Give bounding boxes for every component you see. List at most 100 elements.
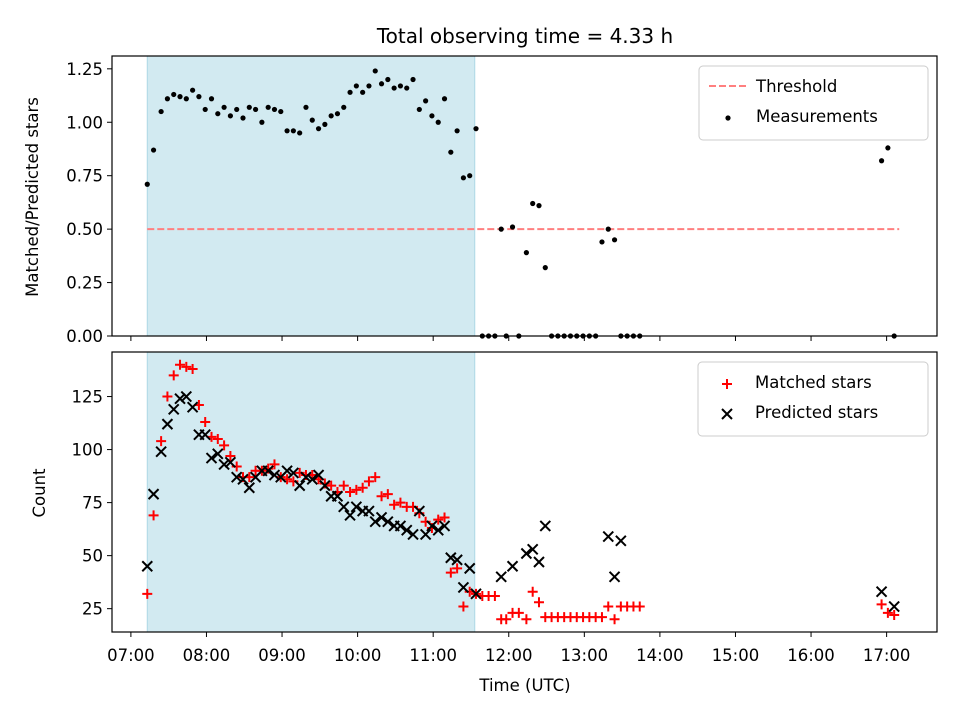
- data-point: [353, 83, 359, 89]
- data-point: [536, 203, 542, 209]
- data-point: [174, 392, 186, 405]
- data-point: [326, 480, 337, 491]
- data-point: [391, 85, 397, 91]
- data-point: [527, 586, 538, 597]
- data-point: [423, 98, 429, 104]
- data-point: [306, 473, 318, 485]
- data-point: [315, 126, 322, 132]
- data-point: [369, 515, 381, 528]
- data-point: [366, 83, 372, 89]
- data-point: [603, 601, 614, 612]
- x-tick-label: 16:00: [787, 646, 835, 665]
- data-point: [370, 472, 381, 483]
- y-tick-label: 125: [72, 388, 104, 407]
- data-point: [147, 488, 160, 500]
- data-point: [271, 106, 278, 113]
- data-point: [237, 473, 249, 485]
- data-point: [309, 117, 315, 123]
- data-point: [148, 510, 159, 521]
- legend-label: Predicted stars: [755, 403, 878, 422]
- data-point: [394, 520, 407, 532]
- data-point: [457, 581, 470, 594]
- data-point: [300, 471, 312, 483]
- y-tick-label: 0.75: [66, 167, 103, 186]
- legend: Matched stars Predicted stars: [697, 361, 929, 437]
- data-point: [351, 484, 362, 495]
- data-point: [202, 106, 208, 113]
- data-point: [155, 445, 167, 458]
- data-point: [429, 113, 435, 119]
- data-point: [596, 612, 607, 623]
- data-point: [389, 499, 400, 510]
- data-point: [208, 96, 215, 102]
- data-point: [458, 601, 469, 612]
- legend-swatch: [721, 408, 733, 420]
- legend-swatch: [725, 115, 731, 121]
- legend-label: Threshold: [755, 77, 837, 96]
- data-point: [234, 106, 240, 113]
- x-tick-label: 07:00: [107, 646, 155, 665]
- data-point: [161, 418, 174, 430]
- data-point: [489, 590, 500, 601]
- series-measurements: [144, 68, 897, 339]
- data-point: [158, 108, 164, 115]
- data-point: [404, 85, 410, 91]
- data-point: [509, 224, 516, 230]
- data-point: [303, 104, 309, 110]
- data-point: [240, 115, 246, 121]
- data-point: [467, 173, 473, 179]
- data-point: [602, 530, 614, 543]
- x-tick-label: 08:00: [183, 646, 231, 665]
- data-point: [168, 370, 179, 381]
- data-point: [439, 512, 450, 523]
- legend-swatch: [722, 379, 732, 389]
- data-point: [506, 560, 519, 572]
- data-point: [395, 497, 406, 508]
- data-point: [177, 94, 183, 100]
- top-panel: 0.00 0.25 0.50 0.75 1.00 1.25 Threshold Measure…: [66, 55, 938, 346]
- data-point: [882, 607, 893, 618]
- data-point: [530, 200, 536, 207]
- data-point: [187, 363, 198, 374]
- data-point: [520, 547, 533, 560]
- data-point: [268, 469, 281, 481]
- data-point: [878, 158, 885, 164]
- legend-box: [698, 65, 929, 141]
- data-point: [144, 181, 150, 187]
- data-point: [533, 597, 544, 608]
- data-point: [426, 520, 438, 532]
- data-point: [212, 448, 224, 460]
- data-point: [526, 543, 539, 555]
- x-tick-label: 17:00: [863, 646, 911, 665]
- data-point: [599, 239, 605, 245]
- data-point: [265, 104, 271, 110]
- data-point: [438, 520, 451, 532]
- data-point: [885, 145, 891, 151]
- y-tick-label: 50: [82, 547, 103, 566]
- data-point: [454, 128, 460, 134]
- data-point: [290, 128, 296, 134]
- y-tick-label: 25: [82, 600, 103, 619]
- data-point: [360, 89, 366, 95]
- data-point: [219, 440, 230, 451]
- series-predicted-stars: [141, 390, 900, 613]
- data-point: [142, 588, 153, 599]
- data-point: [445, 552, 457, 564]
- data-point: [269, 459, 280, 470]
- data-point: [345, 487, 356, 497]
- data-point: [609, 614, 620, 625]
- data-point: [334, 111, 341, 117]
- data-point: [397, 83, 404, 89]
- data-point: [181, 361, 192, 372]
- data-point: [252, 106, 259, 113]
- data-point: [363, 505, 375, 517]
- x-axis-label: Time (UTC): [478, 676, 570, 695]
- data-point: [183, 96, 189, 102]
- data-point: [350, 501, 363, 513]
- data-point: [523, 250, 529, 256]
- data-point: [875, 585, 888, 598]
- data-point: [246, 104, 252, 110]
- data-point: [608, 571, 621, 583]
- data-point: [205, 452, 218, 464]
- data-point: [199, 429, 211, 441]
